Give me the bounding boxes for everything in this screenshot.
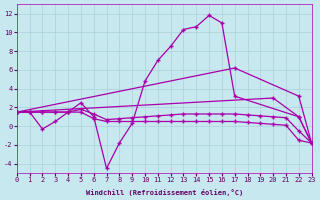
X-axis label: Windchill (Refroidissement éolien,°C): Windchill (Refroidissement éolien,°C) bbox=[85, 189, 243, 196]
